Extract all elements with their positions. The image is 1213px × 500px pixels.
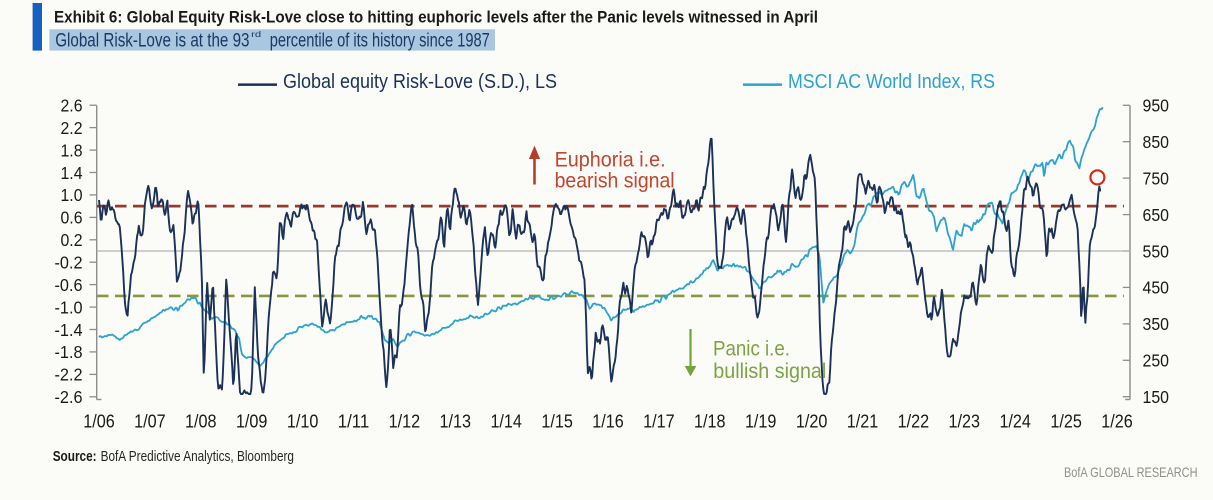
- svg-text:550: 550: [1143, 241, 1170, 261]
- svg-text:-1.0: -1.0: [55, 297, 83, 317]
- svg-text:750: 750: [1143, 168, 1170, 188]
- svg-text:1/26: 1/26: [1101, 412, 1133, 432]
- svg-text:1/18: 1/18: [694, 412, 726, 432]
- svg-text:-2.6: -2.6: [55, 387, 83, 407]
- svg-text:1/07: 1/07: [134, 412, 166, 432]
- svg-text:1/15: 1/15: [541, 412, 573, 432]
- svg-text:1/22: 1/22: [898, 412, 930, 432]
- svg-text:2.6: 2.6: [61, 96, 83, 116]
- svg-text:Euphoria i.e.: Euphoria i.e.: [555, 148, 666, 172]
- svg-text:1.4: 1.4: [61, 163, 83, 183]
- svg-text:1.8: 1.8: [61, 140, 83, 160]
- svg-text:BofA Predictive Analytics, Blo: BofA Predictive Analytics, Bloomberg: [101, 448, 294, 465]
- svg-text:-1.8: -1.8: [55, 342, 83, 362]
- svg-text:350: 350: [1143, 314, 1170, 334]
- svg-text:MSCI AC World Index, RS: MSCI AC World Index, RS: [788, 70, 995, 93]
- svg-text:1/12: 1/12: [389, 412, 421, 432]
- svg-text:-0.6: -0.6: [55, 275, 83, 295]
- svg-text:1/21: 1/21: [847, 412, 879, 432]
- svg-text:1/08: 1/08: [185, 412, 217, 432]
- svg-text:150: 150: [1143, 387, 1170, 407]
- svg-text:Panic i.e.: Panic i.e.: [713, 337, 790, 361]
- svg-text:1/16: 1/16: [592, 412, 624, 432]
- svg-text:rd: rd: [251, 29, 261, 39]
- svg-text:BofA GLOBAL RESEARCH: BofA GLOBAL RESEARCH: [1064, 464, 1198, 480]
- svg-text:-1.4: -1.4: [55, 320, 83, 340]
- svg-text:450: 450: [1143, 278, 1170, 298]
- svg-text:Global Risk-Love is at the 93: Global Risk-Love is at the 93: [55, 31, 249, 52]
- svg-text:Global equity Risk-Love (S.D.): Global equity Risk-Love (S.D.), LS: [283, 70, 557, 93]
- svg-text:1/10: 1/10: [287, 412, 319, 432]
- svg-text:0.6: 0.6: [61, 208, 83, 228]
- svg-text:250: 250: [1143, 351, 1170, 371]
- svg-text:0.2: 0.2: [61, 230, 83, 250]
- svg-text:1/19: 1/19: [745, 412, 777, 432]
- svg-text:1.0: 1.0: [61, 185, 83, 205]
- svg-text:1/20: 1/20: [796, 412, 828, 432]
- svg-text:bullish signal: bullish signal: [713, 359, 826, 383]
- svg-text:1/23: 1/23: [949, 412, 981, 432]
- svg-text:-0.2: -0.2: [55, 253, 83, 273]
- svg-text:1/06: 1/06: [83, 412, 115, 432]
- svg-text:percentile of its history sinc: percentile of its history since 1987: [270, 31, 490, 52]
- svg-text:850: 850: [1143, 132, 1170, 152]
- svg-text:650: 650: [1143, 205, 1170, 225]
- svg-text:1/09: 1/09: [236, 412, 268, 432]
- svg-text:Source:: Source:: [53, 448, 97, 465]
- svg-text:-2.2: -2.2: [55, 365, 83, 385]
- svg-text:1/24: 1/24: [999, 412, 1031, 432]
- svg-text:bearish signal: bearish signal: [555, 169, 675, 193]
- svg-text:950: 950: [1143, 96, 1170, 116]
- svg-text:1/17: 1/17: [643, 412, 675, 432]
- svg-text:1/11: 1/11: [338, 412, 370, 432]
- svg-text:Exhibit 6: Global Equity Risk-: Exhibit 6: Global Equity Risk-Love close…: [54, 8, 818, 27]
- svg-text:2.2: 2.2: [61, 118, 83, 138]
- svg-text:1/13: 1/13: [440, 412, 472, 432]
- svg-text:1/25: 1/25: [1050, 412, 1082, 432]
- svg-text:1/14: 1/14: [490, 412, 522, 432]
